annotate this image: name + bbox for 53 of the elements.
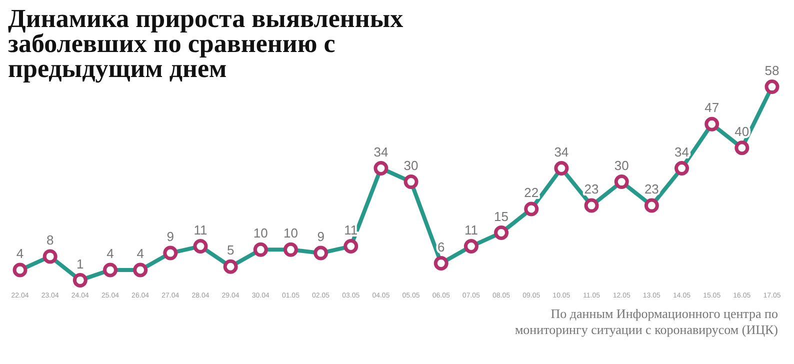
point — [464, 239, 478, 254]
data-label: 34 — [374, 144, 388, 160]
data-label: 15 — [494, 208, 509, 224]
data-label: 47 — [704, 100, 720, 116]
point — [253, 242, 268, 257]
point — [283, 242, 298, 257]
point — [133, 262, 148, 278]
point — [584, 198, 599, 213]
point — [614, 174, 629, 190]
data-label: 4 — [136, 246, 144, 262]
point — [494, 225, 509, 240]
text: По данным Информационного центра по мониторингу ситуации с коронавирусом (ИЦК) — [514, 306, 778, 338]
point — [734, 140, 750, 156]
data-label: 30 — [614, 158, 629, 173]
point — [314, 246, 328, 260]
data-label: 4 — [16, 246, 24, 262]
data-label: 5 — [226, 242, 234, 258]
point — [554, 160, 569, 176]
data-label: 11 — [464, 222, 478, 238]
point — [12, 262, 28, 278]
data-label: 23 — [584, 182, 599, 197]
point — [42, 249, 58, 264]
point — [704, 116, 720, 132]
point — [644, 198, 659, 213]
point — [102, 262, 118, 278]
point — [524, 202, 539, 216]
point — [193, 239, 208, 254]
data-label: 34 — [554, 144, 569, 160]
data-label: 11 — [194, 222, 208, 238]
data-label: 6 — [438, 239, 445, 254]
data-label: 9 — [317, 229, 324, 244]
data-label: 9 — [166, 229, 174, 244]
data-label: 10 — [253, 226, 268, 241]
point — [163, 246, 178, 260]
point — [223, 259, 238, 274]
point — [374, 160, 388, 176]
chart-title: Динамика прироста выявленных заболевших по сравнению с предыдущим днем — [8, 4, 404, 83]
data-label: 4 — [106, 246, 114, 262]
data-label: 8 — [46, 232, 54, 248]
point — [404, 174, 418, 190]
data-label: 10 — [283, 226, 298, 241]
point — [434, 256, 448, 270]
data-label: 22 — [524, 185, 539, 200]
point — [344, 239, 358, 254]
data-label: 40 — [734, 124, 750, 139]
point — [674, 160, 690, 176]
point — [764, 80, 780, 94]
data-label: 58 — [764, 62, 780, 78]
data-label: 34 — [674, 144, 689, 160]
data-label: 1 — [76, 256, 84, 272]
data-label: 23 — [644, 182, 659, 197]
point — [72, 272, 88, 288]
data-label: 30 — [404, 158, 418, 173]
